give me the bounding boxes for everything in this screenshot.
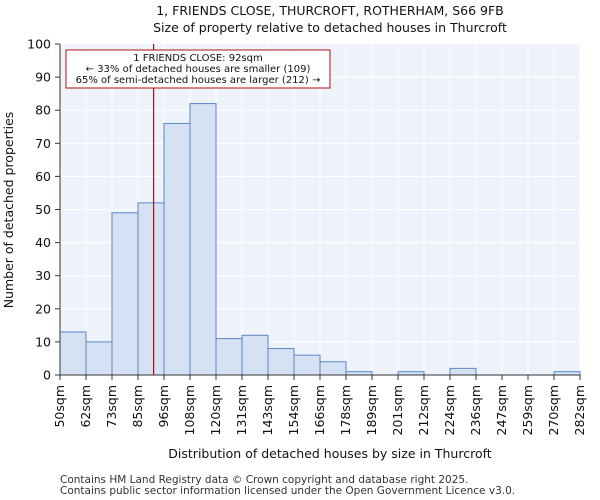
histogram-chart: 1, FRIENDS CLOSE, THURCROFT, ROTHERHAM, … — [1, 3, 587, 461]
bar — [215, 338, 243, 376]
bar — [137, 202, 165, 376]
y-tick-label: 30 — [35, 268, 51, 283]
footer-licence: Contains public sector information licen… — [60, 485, 516, 497]
bar — [111, 212, 139, 376]
x-tick-label: 178sqm — [338, 385, 353, 435]
y-tick-label: 80 — [35, 103, 51, 118]
annotation-box: 1 FRIENDS CLOSE: 92sqm ← 33% of detached… — [65, 49, 331, 89]
y-tick-label: 100 — [27, 37, 51, 52]
y-axis-label: Number of detached properties — [1, 112, 16, 309]
chart-subtitle: Size of property relative to detached ho… — [153, 20, 507, 35]
annotation-line-2: ← 33% of detached houses are smaller (10… — [86, 64, 311, 75]
x-tick-label: 96sqm — [156, 385, 171, 428]
y-tick-label: 50 — [35, 202, 51, 217]
bar — [319, 361, 347, 376]
y-tick-label: 90 — [35, 70, 51, 85]
bars — [59, 103, 581, 376]
x-tick-label: 259sqm — [520, 385, 535, 435]
bar — [85, 341, 113, 376]
bar — [449, 367, 477, 376]
x-axis-ticks: 50sqm 62sqm 73sqm 85sqm 96sqm 108sqm 120sqm 131… — [52, 374, 587, 435]
x-tick-label: 236sqm — [468, 385, 483, 435]
x-tick-label: 50sqm — [52, 385, 67, 428]
annotation-line-1: 1 FRIENDS CLOSE: 92sqm — [133, 53, 263, 64]
x-tick-label: 85sqm — [130, 385, 145, 428]
x-tick-label: 120sqm — [208, 385, 223, 435]
x-tick-label: 201sqm — [390, 385, 405, 435]
y-tick-label: 40 — [35, 235, 51, 250]
x-tick-label: 166sqm — [312, 385, 327, 435]
bar — [293, 354, 321, 376]
y-tick-label: 10 — [35, 334, 51, 349]
bar — [59, 331, 87, 376]
x-tick-label: 270sqm — [546, 385, 561, 435]
y-tick-label: 20 — [35, 301, 51, 316]
x-tick-label: 154sqm — [286, 385, 301, 435]
bar — [267, 348, 295, 376]
y-axis-ticks: 0 10 20 30 40 50 60 70 80 90 100 — [27, 37, 61, 383]
x-tick-label: 108sqm — [182, 385, 197, 435]
bar — [163, 122, 191, 376]
x-tick-label: 189sqm — [364, 385, 379, 435]
y-tick-label: 60 — [35, 169, 51, 184]
x-tick-label: 131sqm — [234, 385, 249, 435]
x-axis-label: Distribution of detached houses by size … — [168, 446, 491, 461]
x-tick-label: 224sqm — [442, 385, 457, 435]
x-tick-label: 247sqm — [494, 385, 509, 435]
annotation-border — [65, 49, 331, 89]
x-tick-label: 73sqm — [104, 385, 119, 428]
bar — [189, 103, 217, 376]
bar — [241, 334, 269, 376]
x-tick-label: 62sqm — [78, 385, 93, 428]
chart-title: 1, FRIENDS CLOSE, THURCROFT, ROTHERHAM, … — [156, 3, 504, 18]
footer-copyright: Contains HM Land Registry data © Crown c… — [60, 474, 469, 486]
annotation-line-3: 65% of semi-detached houses are larger (… — [76, 75, 321, 86]
x-tick-label: 282sqm — [572, 385, 587, 435]
x-tick-label: 143sqm — [260, 385, 275, 435]
y-tick-label: 70 — [35, 136, 51, 151]
x-tick-label: 212sqm — [416, 385, 431, 435]
y-tick-label: 0 — [43, 368, 51, 383]
